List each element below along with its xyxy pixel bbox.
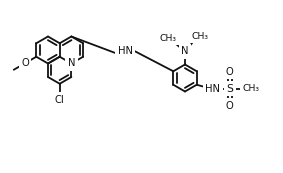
Text: O: O (226, 67, 233, 77)
Text: O: O (21, 58, 29, 68)
Text: HN: HN (118, 46, 133, 56)
Text: CH₃: CH₃ (160, 34, 177, 43)
Text: CH₃: CH₃ (192, 32, 209, 41)
Text: CH₃: CH₃ (242, 84, 259, 93)
Text: Cl: Cl (55, 95, 65, 105)
Text: N: N (181, 47, 189, 57)
Text: O: O (226, 101, 233, 111)
Text: HN: HN (205, 84, 220, 94)
Text: S: S (226, 84, 233, 94)
Text: N: N (68, 58, 75, 69)
